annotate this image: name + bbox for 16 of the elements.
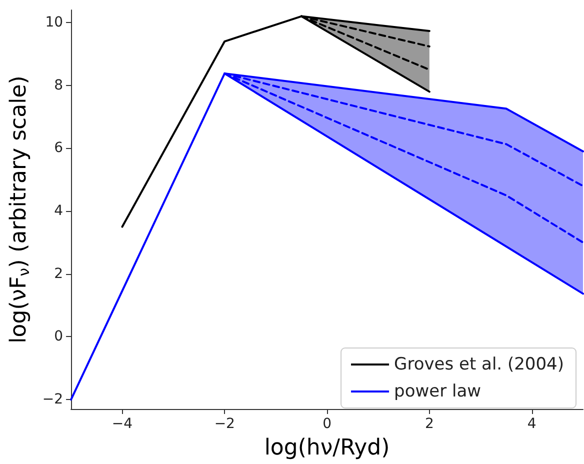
y-tick-label: 8	[54, 77, 64, 94]
y-axis-title: log(νFν) (arbitrary scale)	[6, 76, 33, 344]
x-tick-label: 2	[424, 416, 434, 432]
x-tick-label: −4	[112, 416, 133, 432]
y-tick-label: 2	[54, 266, 64, 282]
y-tick-label: 0	[54, 328, 64, 345]
y-tick-label: 6	[54, 140, 64, 156]
x-tick-label: 4	[527, 416, 536, 432]
y-tick-label: 4	[54, 203, 64, 220]
y-tick-label: −2	[42, 392, 64, 408]
x-tick-label: 0	[322, 416, 332, 432]
y-tick-label: 10	[45, 14, 64, 31]
x-axis-title: log(hν/Ryd)	[264, 436, 390, 460]
legend-label: power law	[394, 382, 482, 402]
x-tick-label: −2	[214, 416, 235, 432]
legend-label: Groves et al. (2004)	[394, 354, 564, 374]
